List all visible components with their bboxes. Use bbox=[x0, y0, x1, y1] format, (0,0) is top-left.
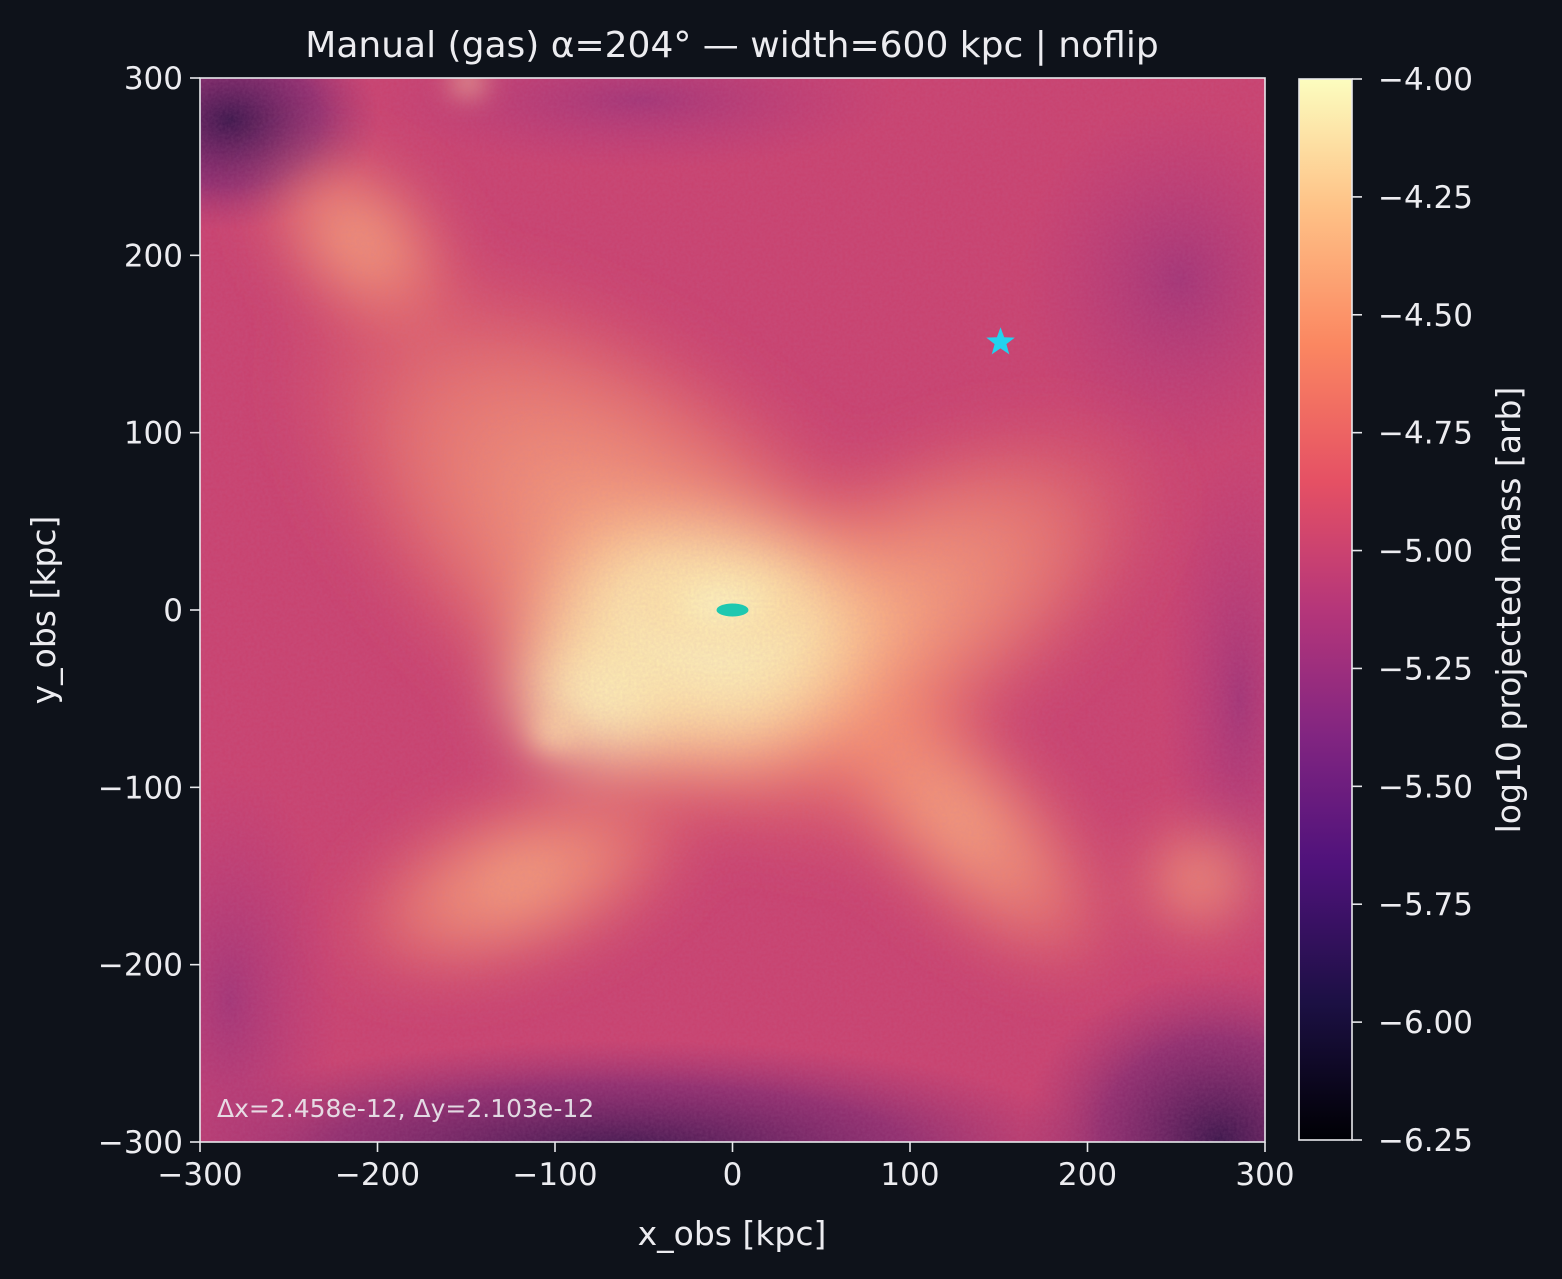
delta-annotation: Δx=2.458e-12, Δy=2.103e-12 bbox=[217, 1094, 594, 1123]
colorbar-tick-label: −5.75 bbox=[1378, 887, 1473, 923]
y-tick-label: −300 bbox=[98, 1125, 183, 1161]
chart-title: Manual (gas) α=204° — width=600 kpc | no… bbox=[305, 25, 1158, 66]
y-tick-label: 200 bbox=[124, 238, 183, 274]
colorbar-frame bbox=[1298, 78, 1353, 1141]
x-tick-label: −100 bbox=[512, 1157, 597, 1193]
colorbar-tick-label: −6.25 bbox=[1378, 1123, 1473, 1159]
colorbar-tick-label: −6.00 bbox=[1378, 1005, 1473, 1041]
y-tick-label: 0 bbox=[163, 593, 183, 629]
y-tick-label: −100 bbox=[98, 770, 183, 806]
colorbar-tick-label: −5.00 bbox=[1378, 534, 1473, 570]
colorbar-tick-label: −4.00 bbox=[1378, 62, 1473, 98]
x-tick-label: 300 bbox=[1235, 1157, 1294, 1193]
x-tick-label: −200 bbox=[335, 1157, 420, 1193]
colorbar-tick-label: −5.50 bbox=[1378, 769, 1473, 805]
x-tick-label: 200 bbox=[1058, 1157, 1117, 1193]
colorbar-tick-label: −4.75 bbox=[1378, 416, 1473, 452]
colorbar-tick-label: −5.25 bbox=[1378, 651, 1473, 687]
y-tick-label: 100 bbox=[124, 416, 183, 452]
colorbar-label: log10 projected mass [arb] bbox=[1489, 387, 1528, 834]
colorbar-tick-label: −4.50 bbox=[1378, 298, 1473, 334]
x-tick-label: −300 bbox=[157, 1157, 242, 1193]
colorbar bbox=[1299, 79, 1352, 1140]
y-axis: −300 −200 −100 0 100 200 300 bbox=[98, 61, 200, 1161]
colorbar-tick-label: −4.25 bbox=[1378, 180, 1473, 216]
density-map bbox=[200, 78, 1265, 1142]
y-axis-label: y_obs [kpc] bbox=[24, 516, 63, 705]
center-marker bbox=[716, 603, 749, 617]
star-marker bbox=[986, 327, 1015, 355]
colorbar-axis: −4.00 −4.25 −4.50 −4.75 −5.00 −5.25 −5.50 −5.75… bbox=[1352, 62, 1473, 1159]
markers bbox=[716, 327, 1015, 617]
x-axis: −300 −200 −100 0 100 200 300 bbox=[157, 1142, 1295, 1193]
x-axis-label: x_obs [kpc] bbox=[638, 1214, 827, 1253]
x-tick-label: 0 bbox=[723, 1157, 743, 1193]
y-tick-label: −200 bbox=[98, 948, 183, 984]
y-tick-label: 300 bbox=[124, 61, 183, 97]
x-tick-label: 100 bbox=[880, 1157, 939, 1193]
